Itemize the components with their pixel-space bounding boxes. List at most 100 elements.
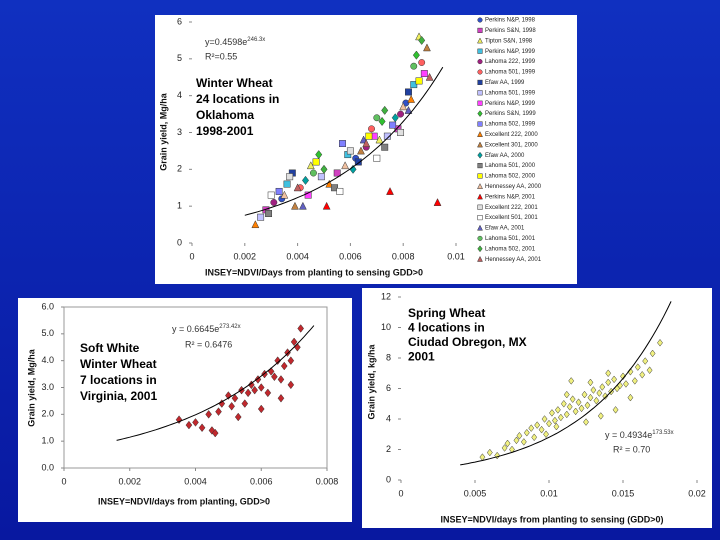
legend-entry: Lahoma 502, 2000 — [485, 174, 536, 180]
y-tick-label: 2.0 — [41, 409, 54, 419]
y-tick-label: 1.0 — [41, 436, 54, 446]
legend-entry: Excellent 301, 2000 — [485, 142, 538, 148]
x-tick-label: 0.005 — [464, 488, 487, 498]
point — [552, 416, 558, 425]
point — [581, 390, 588, 399]
x-tick-label: 0 — [398, 488, 403, 498]
point — [399, 102, 408, 111]
point — [304, 191, 312, 199]
point — [568, 377, 575, 385]
point — [534, 421, 541, 429]
legend-entry: Lahoma 501, 1999 — [485, 70, 536, 76]
point — [578, 404, 585, 413]
point — [320, 164, 328, 174]
legend-marker — [477, 224, 483, 231]
x-tick-label: 0 — [61, 476, 66, 486]
legend-marker — [477, 151, 483, 159]
legend-marker — [477, 59, 483, 65]
point — [271, 372, 278, 382]
legend-entry: Lahoma 501, 1999 — [485, 90, 536, 96]
point — [265, 210, 273, 217]
annotation: Virginia, 2001 — [80, 389, 157, 403]
point — [546, 419, 552, 428]
x-axis-label: INSEY=NDVI/days from planting to sensing… — [440, 514, 663, 524]
point — [528, 424, 535, 432]
point — [341, 161, 350, 170]
point — [549, 409, 555, 417]
legend-entry: Excellent 501, 2001 — [485, 215, 538, 221]
point — [257, 383, 265, 392]
x-tick-label: 0.002 — [118, 476, 141, 486]
legend-marker — [477, 141, 483, 148]
legend-entry: Tipton S&N, 1998 — [485, 38, 533, 44]
point — [605, 378, 612, 387]
point — [410, 62, 418, 70]
legend-marker — [477, 48, 483, 54]
point — [494, 451, 501, 460]
y-tick-label: 5.0 — [41, 328, 54, 338]
legend-marker — [477, 163, 483, 169]
point — [590, 386, 597, 394]
point — [538, 425, 545, 434]
y-tick-label: 10 — [381, 322, 391, 332]
legend-entry: Hennessey AA, 2000 — [485, 184, 542, 190]
point — [248, 380, 255, 390]
point — [597, 412, 604, 420]
equation: y = 0.4934e173.53x — [605, 430, 674, 441]
point — [405, 88, 412, 96]
point — [317, 173, 325, 181]
legend-entry: Lahoma 501, 2001 — [485, 236, 536, 242]
point — [257, 213, 265, 221]
point — [383, 132, 391, 140]
equation-exponent: 246.3x — [247, 37, 265, 43]
x-tick-label: 0.006 — [250, 476, 273, 486]
point — [418, 35, 426, 45]
point — [639, 370, 646, 379]
legend-marker — [477, 235, 483, 241]
r-squared: R²=0.55 — [205, 51, 237, 61]
point — [486, 448, 493, 457]
point — [211, 428, 219, 438]
point — [541, 415, 548, 423]
point — [264, 388, 272, 398]
point — [298, 201, 307, 210]
point — [231, 393, 239, 403]
point — [205, 410, 212, 419]
point — [389, 121, 397, 129]
x-tick-label: 0 — [189, 251, 194, 261]
panel-3 — [362, 288, 712, 528]
point — [270, 199, 278, 206]
y-axis-label: Grain yield, kg/ha — [366, 343, 376, 419]
y-axis-label: Grain yield, Mg/ha — [158, 92, 168, 171]
point — [572, 407, 579, 416]
point — [386, 187, 394, 195]
legend-marker — [477, 27, 483, 33]
point — [241, 399, 249, 408]
point — [381, 105, 389, 115]
equation-exponent: 173.53x — [652, 430, 673, 436]
legend-entry: Efaw AA, 2001 — [485, 226, 525, 232]
point — [554, 406, 561, 414]
point — [560, 399, 567, 408]
point — [566, 403, 573, 411]
point — [569, 395, 576, 403]
point — [346, 147, 354, 155]
point — [375, 135, 384, 144]
y-tick-label: 6 — [386, 383, 391, 393]
point — [531, 433, 538, 442]
point — [623, 380, 629, 388]
annotation: 1998-2001 — [196, 124, 254, 138]
point — [501, 444, 508, 452]
legend-marker — [477, 173, 483, 179]
r-squared: R² = 0.70 — [613, 444, 650, 454]
point — [516, 431, 523, 440]
point — [336, 187, 344, 195]
legend-marker — [477, 69, 483, 75]
point — [418, 59, 426, 66]
legend-marker — [477, 90, 483, 96]
point — [244, 388, 252, 398]
point — [415, 77, 423, 85]
legend-marker — [477, 110, 483, 118]
legend-entry: Excellent 222, 2001 — [485, 205, 538, 211]
point — [378, 116, 386, 127]
